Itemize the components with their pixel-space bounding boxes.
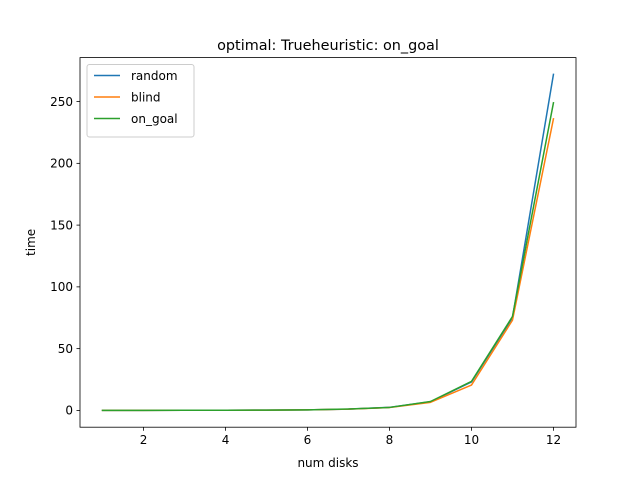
x-tick-label: 12 — [546, 433, 561, 447]
y-tick-label: 200 — [50, 157, 73, 171]
y-axis-label: time — [24, 229, 38, 256]
y-tick-label: 0 — [65, 404, 73, 418]
legend-label-blind: blind — [131, 90, 161, 104]
y-tick-label: 150 — [50, 218, 73, 232]
legend: random blind on_goal — [86, 64, 195, 138]
x-tick-label: 10 — [464, 433, 479, 447]
y-tick-label: 50 — [58, 342, 73, 356]
y-tick-label: 100 — [50, 280, 73, 294]
x-tick-label: 6 — [304, 433, 312, 447]
plot-frame — [79, 57, 577, 428]
y-axis-ticks: 0 50 100 150 200 250 — [50, 95, 80, 418]
x-tick-label: 4 — [222, 433, 230, 447]
x-axis-ticks: 2 4 6 8 10 12 — [140, 427, 561, 447]
series-line-on-goal — [101, 101, 555, 412]
y-tick-label: 250 — [50, 95, 73, 109]
legend-label-on-goal: on_goal — [131, 112, 178, 126]
x-axis-label: num disks — [297, 456, 358, 470]
legend-label-random: random — [131, 69, 178, 83]
x-tick-label: 2 — [140, 433, 148, 447]
x-tick-label: 8 — [386, 433, 394, 447]
chart-title: optimal: Trueheuristic: on_goal — [217, 38, 439, 54]
series-layer — [101, 73, 555, 412]
